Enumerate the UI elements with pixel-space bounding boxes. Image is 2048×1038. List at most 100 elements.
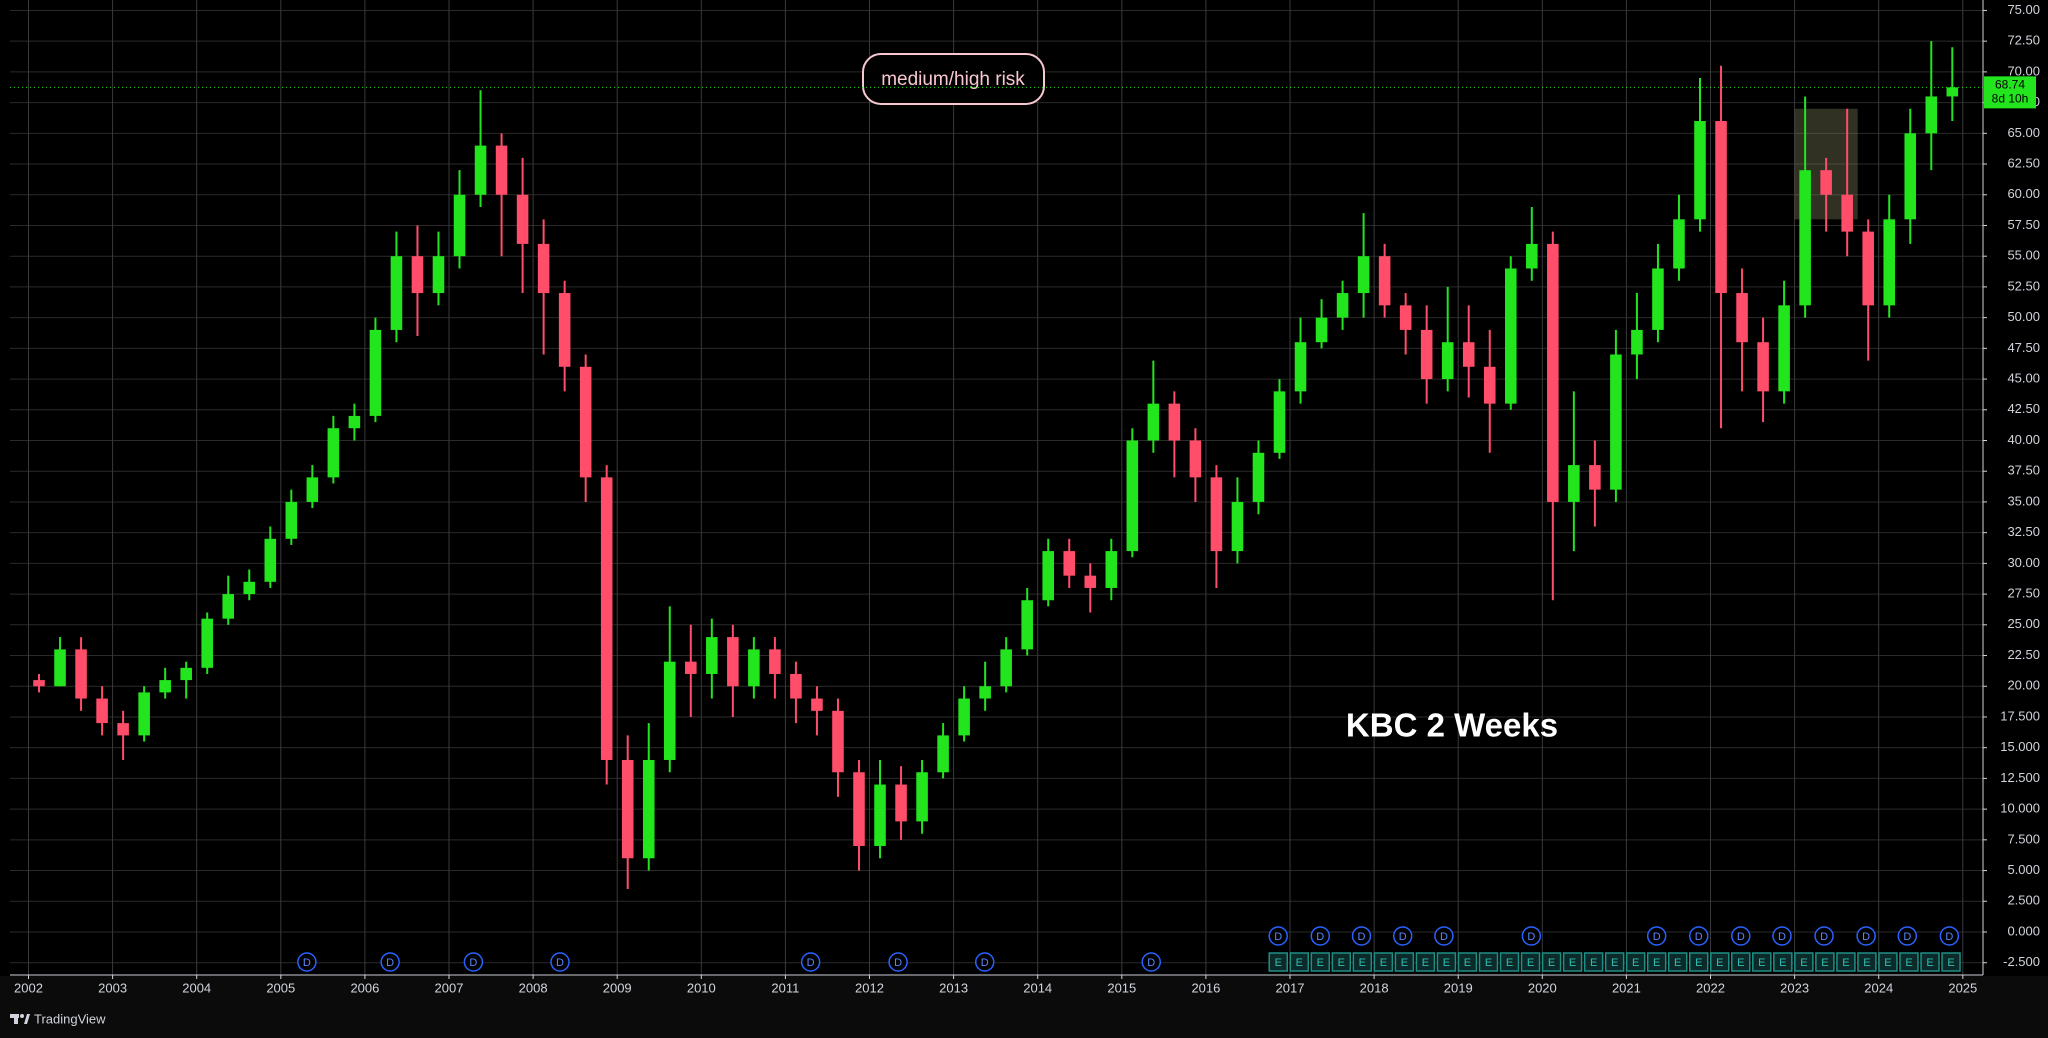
earnings-label: E	[1842, 957, 1849, 969]
earnings-label: E	[1758, 957, 1765, 969]
x-tick-label: 2020	[1528, 980, 1557, 995]
earnings-marker	[1899, 952, 1919, 972]
candle-body	[1904, 133, 1917, 220]
candle-body	[159, 680, 171, 693]
y-tick-label: 17.500	[2000, 708, 2040, 723]
dividend-marker	[1939, 926, 1960, 946]
earnings-label: E	[1506, 957, 1513, 969]
earnings-marker	[1394, 952, 1415, 972]
y-tick-label: 22.50	[2007, 647, 2040, 662]
candle-body	[916, 772, 928, 822]
earnings-label: E	[1275, 957, 1282, 969]
dividend-label: D	[1737, 931, 1745, 943]
candle-body	[1631, 329, 1643, 355]
candle-body	[1820, 170, 1832, 195]
x-tick-label: 2025	[1948, 980, 1977, 995]
candle-body	[642, 759, 655, 859]
earnings-marker	[1731, 952, 1751, 972]
candle-body	[1504, 268, 1517, 404]
earnings-label: E	[1485, 957, 1492, 969]
x-tick-label: 2022	[1696, 980, 1725, 995]
candle-body	[411, 256, 424, 294]
dividend-marker	[1814, 926, 1834, 946]
candle-body	[1841, 194, 1853, 232]
candle-body	[958, 698, 970, 736]
earnings-marker	[1688, 952, 1709, 972]
candle-body	[537, 243, 550, 294]
y-tick-label: 57.50	[2007, 217, 2040, 232]
earnings-marker	[1457, 952, 1478, 972]
x-tick-label: 2013	[939, 980, 968, 995]
x-tick-label: 2004	[182, 980, 211, 995]
earnings-label: E	[1779, 957, 1786, 969]
dividend-marker	[297, 952, 317, 972]
earnings-marker	[1878, 952, 1898, 972]
earnings-label: E	[1653, 957, 1660, 969]
candle-body	[895, 784, 907, 822]
earnings-label: E	[1947, 957, 1954, 969]
candle-body	[1462, 342, 1475, 367]
x-tick-label: 2018	[1360, 980, 1389, 995]
candle-body	[1526, 243, 1538, 269]
dividend-label: D	[1862, 931, 1870, 943]
x-tick-label: 2008	[519, 980, 548, 995]
candle-body	[1925, 96, 1938, 134]
dividend-marker	[1521, 926, 1542, 946]
y-tick-label: 62.50	[2007, 155, 2040, 170]
candles	[33, 41, 1959, 889]
dividend-label: D	[303, 957, 311, 969]
candle-body	[285, 501, 298, 539]
dividend-marker	[1897, 926, 1918, 946]
candle-body	[1946, 87, 1959, 97]
earnings-label: E	[1800, 957, 1807, 969]
candle-body	[1357, 256, 1370, 294]
candle-body	[937, 735, 949, 773]
x-tick-label: 2009	[603, 980, 632, 995]
y-tick-label: 32.50	[2007, 524, 2040, 539]
dividend-marker	[1856, 926, 1876, 946]
earnings-marker	[1857, 952, 1877, 972]
candle-body	[201, 618, 213, 668]
dividend-marker	[888, 952, 908, 972]
x-tick-label: 2010	[687, 980, 716, 995]
y-tick-label: 5.000	[2007, 862, 2040, 877]
candle-body	[1862, 231, 1874, 306]
earnings-label: E	[1632, 957, 1639, 969]
x-tick-label: 2016	[1191, 980, 1220, 995]
dividend-marker	[974, 952, 995, 972]
dividend-marker	[1434, 926, 1454, 946]
dividend-label: D	[1147, 957, 1155, 969]
x-tick-label: 2007	[435, 980, 464, 995]
annotation-title: KBC 2 Weeks	[1346, 707, 1558, 744]
y-tick-label: 25.00	[2007, 616, 2040, 631]
earnings-label: E	[1884, 957, 1891, 969]
candle-body	[1000, 649, 1012, 687]
y-tick-label: 35.00	[2007, 493, 2040, 508]
dividend-label: D	[1274, 931, 1282, 943]
x-tick-label: 2014	[1023, 980, 1052, 995]
candle-body	[1589, 465, 1601, 490]
earnings-label: E	[1695, 957, 1702, 969]
earnings-label: E	[1422, 957, 1429, 969]
dividend-label: D	[1358, 931, 1366, 943]
countdown-label: 8d 10h	[1992, 92, 2029, 106]
candle-body	[1105, 551, 1118, 588]
earnings-label: E	[1569, 957, 1576, 969]
dividend-marker	[800, 952, 821, 972]
y-tick-label: 42.50	[2007, 401, 2040, 416]
earnings-label: E	[1548, 957, 1555, 969]
earnings-label: E	[1527, 957, 1534, 969]
earnings-label: E	[1590, 957, 1597, 969]
candle-body	[1757, 342, 1769, 392]
earnings-marker	[1541, 952, 1562, 972]
candle-body	[1778, 305, 1790, 392]
candle-body	[1315, 317, 1328, 343]
candle-body	[621, 759, 634, 859]
earnings-marker	[1836, 952, 1856, 972]
candle-body	[348, 415, 361, 429]
candle-body	[222, 594, 235, 619]
candle-body	[138, 692, 150, 736]
candle-body	[1736, 293, 1748, 343]
earnings-marker	[1710, 952, 1730, 972]
